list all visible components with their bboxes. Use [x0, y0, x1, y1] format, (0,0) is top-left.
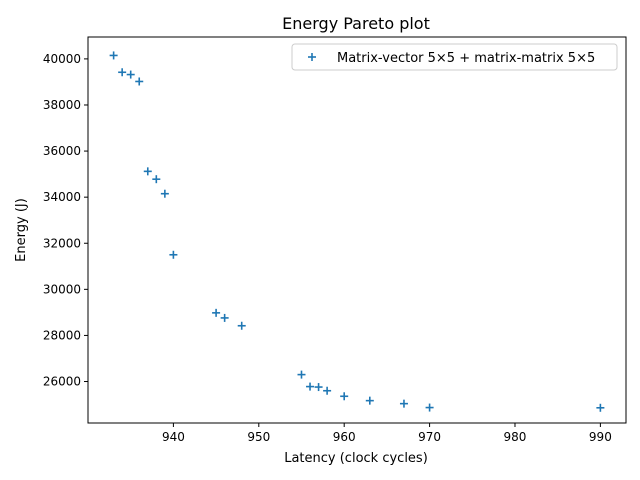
data-point: [297, 370, 306, 379]
x-tick-label: 980: [504, 430, 527, 444]
data-point: [169, 250, 178, 259]
y-tick-label: 38000: [43, 98, 81, 112]
x-tick-label: 990: [589, 430, 612, 444]
data-point: [365, 396, 374, 405]
legend: Matrix-vector 5×5 + matrix-matrix 5×5: [291, 43, 618, 71]
data-point: [212, 308, 221, 317]
data-point: [160, 189, 169, 198]
y-tick-label: 32000: [43, 236, 81, 250]
data-point: [143, 167, 152, 176]
y-tick-label: 30000: [43, 282, 81, 296]
axes-frame: [87, 36, 627, 424]
data-point: [399, 399, 408, 408]
legend-label: Matrix-vector 5×5 + matrix-matrix 5×5: [337, 51, 595, 66]
data-point: [425, 403, 434, 412]
data-point: [109, 51, 118, 60]
x-tick-label: 940: [162, 430, 185, 444]
x-axis-label: Latency (clock cycles): [284, 451, 428, 466]
legend-box: [291, 43, 618, 71]
data-point: [135, 77, 144, 86]
y-axis-label: Energy (J): [14, 198, 29, 262]
legend-marker-plus: [308, 53, 316, 61]
data-point: [340, 392, 349, 401]
data-point: [323, 386, 332, 395]
chart-title: Energy Pareto plot: [282, 14, 430, 33]
data-point: [118, 68, 127, 77]
data-point: [126, 70, 135, 79]
x-tick-label: 960: [333, 430, 356, 444]
data-point: [237, 321, 246, 330]
y-tick-label: 28000: [43, 328, 81, 342]
x-tick-label: 950: [247, 430, 270, 444]
y-tick-label: 34000: [43, 190, 81, 204]
y-tick-label: 40000: [43, 52, 81, 66]
legend-marker-icon: [308, 53, 316, 61]
plot-area: 940 950 960 970 980 990 26000 28000 30000 32000 34…: [43, 36, 627, 444]
x-tick-label: 970: [418, 430, 441, 444]
data-point: [152, 175, 161, 184]
y-tick-label: 26000: [43, 375, 81, 389]
data-point: [596, 403, 605, 412]
y-tick-label: 36000: [43, 144, 81, 158]
data-point: [314, 383, 323, 392]
data-point: [220, 313, 229, 322]
data-point: [306, 382, 315, 391]
